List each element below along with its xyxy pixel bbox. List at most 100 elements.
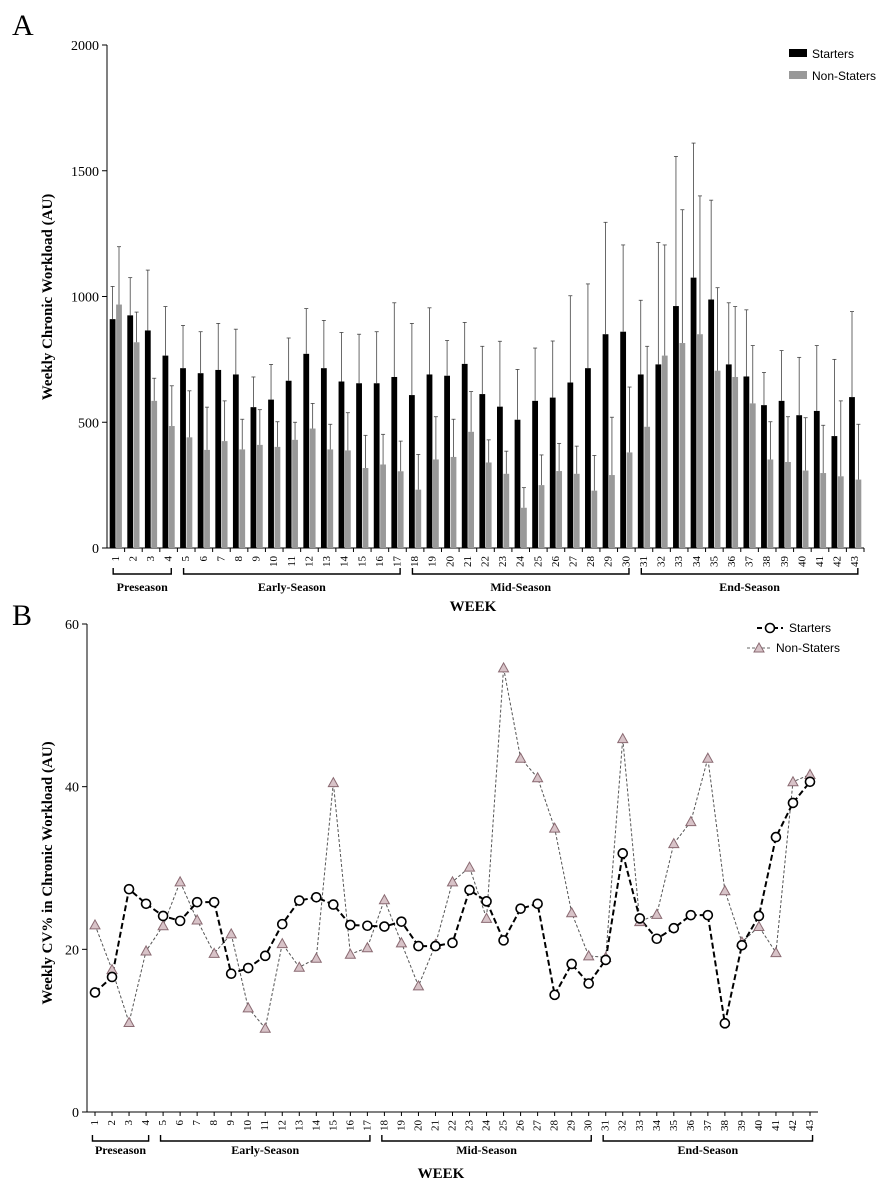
bar-starters xyxy=(444,375,450,548)
bar-non-starters xyxy=(186,437,193,548)
x-tick-label: 39 xyxy=(779,556,791,568)
bar-non-starters xyxy=(785,461,791,548)
x-tick-label: 17 xyxy=(361,1120,373,1132)
point-starters xyxy=(396,916,407,927)
legend-label-non-starters-b: Non-Staters xyxy=(776,641,840,655)
phase-bracket xyxy=(182,568,401,575)
x-tick-label: 37 xyxy=(744,556,756,568)
x-tick-label: 16 xyxy=(374,556,386,568)
bar-starters xyxy=(673,306,679,548)
panel-a-y-axis-title: Weekly Chronic Workload (AU) xyxy=(40,194,56,401)
bar-starters xyxy=(162,355,169,548)
point-starters xyxy=(634,913,646,924)
phase-label: Mid-Season xyxy=(456,1143,517,1157)
bar-starters xyxy=(761,405,767,548)
point-starters xyxy=(685,909,697,921)
bar-starters xyxy=(479,394,486,548)
point-non-starters xyxy=(548,822,561,833)
bar-starters xyxy=(497,406,503,548)
point-non-starters xyxy=(497,661,510,673)
x-tick-label: 15 xyxy=(327,1120,339,1132)
point-starters xyxy=(668,922,680,934)
bar-non-starters xyxy=(556,471,563,548)
point-non-starters xyxy=(310,952,323,963)
x-tick-label: 30 xyxy=(620,556,632,568)
bar-non-starters xyxy=(344,450,351,548)
x-tick-label: 12 xyxy=(276,1120,288,1131)
point-non-starters xyxy=(770,946,782,958)
x-tick-label: 16 xyxy=(344,1120,356,1132)
point-starters xyxy=(242,962,254,974)
point-starters xyxy=(345,919,356,931)
y-tick-label: 0 xyxy=(72,1106,79,1121)
bar-non-starters xyxy=(802,470,809,548)
point-starters xyxy=(174,915,186,927)
phase-bracket xyxy=(112,568,172,575)
point-non-starters xyxy=(242,1001,255,1013)
bar-non-starters xyxy=(309,428,316,548)
bar-non-starters xyxy=(503,473,510,548)
bar-starters xyxy=(268,399,274,548)
bar-non-starters xyxy=(837,476,844,548)
x-tick-label: 26 xyxy=(550,556,562,568)
point-starters xyxy=(617,848,629,859)
point-starters xyxy=(770,831,782,843)
phase-label: Preseason xyxy=(95,1143,146,1157)
x-tick-label: 1 xyxy=(89,1120,101,1126)
x-tick-label: 12 xyxy=(303,556,315,567)
bar-starters xyxy=(338,381,345,548)
point-starters xyxy=(651,933,663,945)
point-starters xyxy=(225,968,237,980)
x-tick-label: 27 xyxy=(568,556,580,568)
bar-starters xyxy=(285,380,292,548)
bar-starters xyxy=(637,374,644,548)
bar-non-starters xyxy=(767,459,774,548)
bar-starters xyxy=(549,397,556,548)
y-tick-label: 60 xyxy=(65,618,79,633)
bar-starters xyxy=(585,368,591,548)
x-tick-label: 22 xyxy=(447,1120,459,1131)
point-non-starters xyxy=(225,927,238,939)
x-tick-label: 28 xyxy=(585,556,597,568)
legend-label-starters-b: Starters xyxy=(789,621,831,635)
x-tick-label: 27 xyxy=(532,1120,544,1132)
x-tick-label: 43 xyxy=(804,1120,816,1132)
bar-starters xyxy=(514,419,521,548)
x-tick-label: 9 xyxy=(225,1120,237,1126)
bar-non-starters xyxy=(450,456,457,548)
x-tick-label: 40 xyxy=(796,556,808,568)
point-starters xyxy=(464,884,475,896)
point-starters xyxy=(89,987,101,998)
bar-starters xyxy=(849,397,855,548)
x-tick-label: 39 xyxy=(736,1120,748,1132)
bar-non-starters xyxy=(327,449,334,548)
bar-starters xyxy=(426,374,433,548)
bar-starters xyxy=(831,436,838,548)
bar-non-starters xyxy=(380,464,386,548)
x-tick-label: 18 xyxy=(378,1120,390,1132)
point-starters xyxy=(447,937,458,949)
x-tick-label: 25 xyxy=(532,556,544,568)
point-non-starters xyxy=(89,918,101,930)
bar-starters xyxy=(144,330,151,548)
bar-starters xyxy=(743,376,750,548)
bar-non-starters xyxy=(749,403,756,548)
point-starters xyxy=(140,898,152,910)
bar-non-starters xyxy=(609,475,615,548)
bar-non-starters xyxy=(397,471,404,548)
bar-starters xyxy=(232,374,239,548)
bar-starters xyxy=(197,373,204,548)
bar-starters xyxy=(620,331,627,548)
point-starters xyxy=(123,883,135,895)
phase-label: Early-Season xyxy=(258,580,326,594)
y-tick-label: 40 xyxy=(65,781,79,796)
bar-starters xyxy=(567,382,574,548)
bar-non-starters xyxy=(256,444,263,548)
bar-starters xyxy=(408,395,415,548)
y-tick-label: 1500 xyxy=(71,165,99,180)
point-starters xyxy=(549,989,560,1001)
point-starters xyxy=(379,921,390,932)
panel-b-legend: Starters Non-Staters xyxy=(747,621,840,655)
x-tick-label: 32 xyxy=(617,1120,629,1131)
